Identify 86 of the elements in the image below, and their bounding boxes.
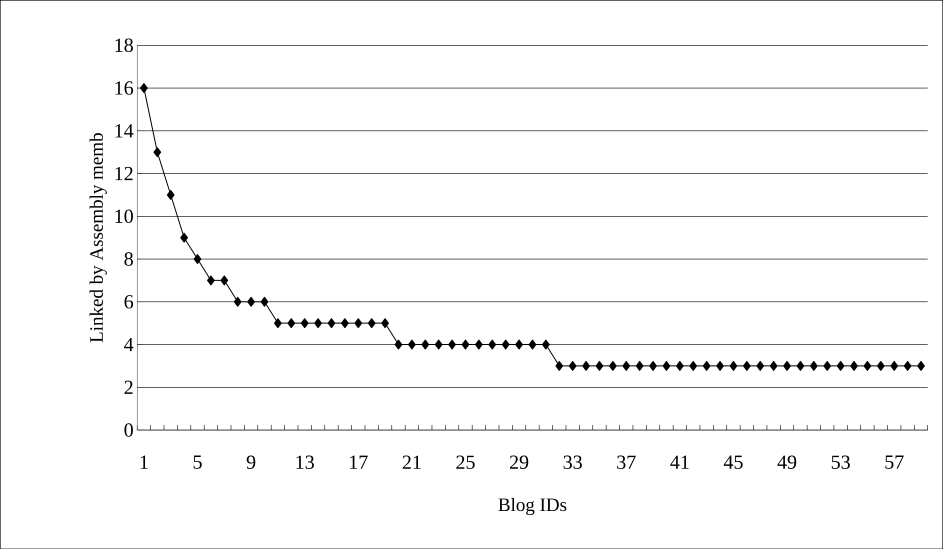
point bbox=[582, 360, 590, 371]
point bbox=[434, 339, 443, 350]
point bbox=[730, 360, 738, 371]
point bbox=[300, 318, 309, 328]
y-tick-label: 10 bbox=[115, 209, 133, 223]
point bbox=[876, 360, 885, 371]
x-tick-label: 21 bbox=[402, 455, 421, 469]
point bbox=[341, 318, 349, 328]
x-axis-title: Blog IDs bbox=[498, 498, 566, 515]
y-tick-label: 2 bbox=[124, 380, 133, 394]
point bbox=[408, 339, 416, 350]
point bbox=[220, 275, 228, 286]
point bbox=[555, 360, 564, 371]
point bbox=[354, 318, 362, 328]
point bbox=[515, 339, 523, 350]
x-tick-label: 25 bbox=[456, 455, 475, 469]
x-tick-label: 49 bbox=[777, 455, 796, 469]
point bbox=[394, 339, 402, 350]
y-tick-label: 14 bbox=[115, 124, 134, 138]
x-tick-label: 45 bbox=[724, 455, 743, 469]
point bbox=[636, 360, 644, 371]
x-tick-label: 33 bbox=[564, 455, 582, 469]
y-axis-title: Linked by Assembly memb bbox=[90, 133, 107, 342]
point bbox=[596, 360, 604, 371]
point bbox=[783, 360, 791, 371]
x-tick-label: 41 bbox=[670, 455, 689, 469]
point bbox=[328, 318, 336, 328]
point bbox=[287, 318, 296, 328]
point bbox=[180, 232, 188, 243]
point bbox=[140, 82, 148, 93]
x-tick-label: 57 bbox=[885, 455, 904, 469]
point bbox=[716, 360, 724, 371]
point bbox=[488, 339, 496, 350]
x-tick-label: 13 bbox=[296, 455, 314, 469]
point bbox=[917, 360, 925, 371]
y-tick-label: 16 bbox=[115, 81, 134, 95]
y-tick-label: 18 bbox=[115, 38, 133, 52]
point bbox=[166, 190, 175, 200]
point bbox=[742, 360, 751, 371]
x-tick-label: 17 bbox=[350, 455, 368, 469]
point bbox=[676, 360, 684, 371]
point bbox=[850, 360, 858, 371]
point bbox=[904, 360, 912, 371]
point bbox=[662, 360, 670, 371]
point bbox=[689, 360, 698, 371]
point bbox=[247, 296, 255, 307]
y-tick-label: 12 bbox=[115, 166, 133, 180]
point bbox=[314, 318, 322, 328]
point bbox=[153, 147, 162, 158]
x-tick-label: 37 bbox=[617, 455, 636, 469]
x-tick-label: 9 bbox=[246, 455, 256, 469]
point bbox=[836, 360, 844, 371]
point bbox=[823, 360, 832, 371]
point bbox=[381, 318, 389, 328]
point bbox=[810, 360, 818, 371]
point bbox=[770, 360, 778, 371]
x-tick-label: 1 bbox=[140, 455, 148, 469]
point bbox=[502, 339, 510, 350]
point bbox=[796, 360, 804, 371]
x-tick-label: 5 bbox=[194, 455, 202, 469]
point bbox=[542, 339, 550, 350]
y-tick-label: 8 bbox=[124, 252, 133, 266]
point bbox=[568, 360, 577, 371]
point bbox=[475, 339, 483, 350]
point bbox=[756, 360, 764, 371]
point bbox=[260, 296, 268, 307]
point bbox=[368, 318, 376, 328]
y-tick-label: 6 bbox=[124, 294, 134, 308]
point bbox=[890, 360, 898, 371]
x-tick-label: 29 bbox=[510, 455, 528, 469]
point bbox=[448, 339, 456, 350]
point bbox=[649, 360, 657, 371]
point bbox=[194, 254, 202, 264]
point bbox=[528, 339, 536, 350]
x-tick-label: 53 bbox=[832, 455, 850, 469]
point bbox=[421, 339, 430, 350]
point bbox=[462, 339, 470, 350]
point bbox=[234, 296, 242, 307]
point bbox=[274, 318, 282, 328]
point bbox=[207, 275, 215, 286]
point bbox=[702, 360, 711, 371]
point bbox=[864, 360, 872, 371]
y-tick-label: 0 bbox=[124, 423, 133, 437]
point bbox=[622, 360, 630, 371]
y-tick-label: 4 bbox=[124, 338, 134, 351]
point bbox=[608, 360, 617, 371]
